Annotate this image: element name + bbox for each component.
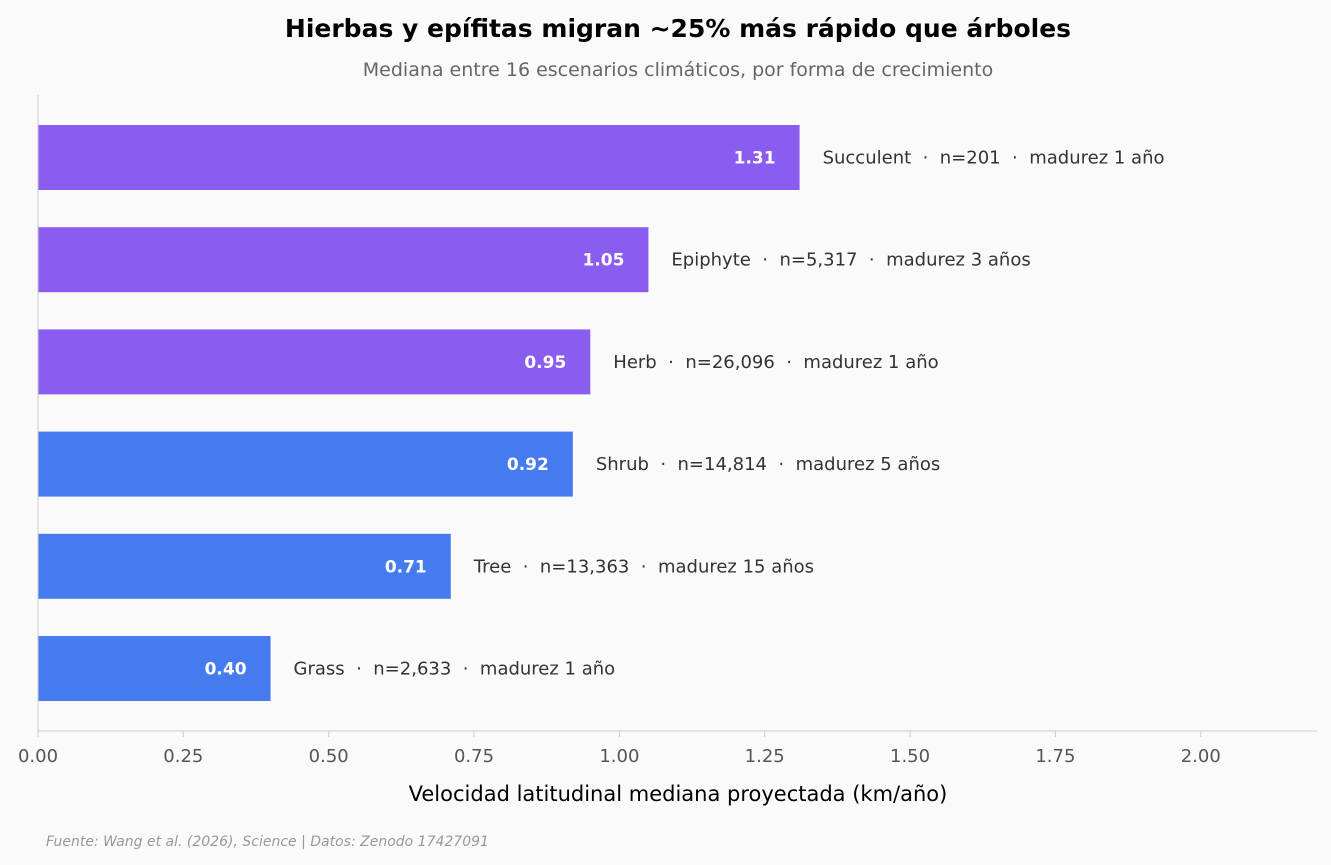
x-tick-label: 1.25 bbox=[745, 746, 785, 767]
bar-annotation: Epiphyte · n=5,317 · madurez 3 años bbox=[671, 250, 1030, 271]
bar-value-label: 0.95 bbox=[524, 353, 566, 373]
x-ticks: 0.00 0.25 0.50 0.75 1.00 1.25 1.50 1.75 2.00 bbox=[18, 731, 1221, 767]
x-tick-label: 1.75 bbox=[1035, 746, 1075, 767]
bar-succulent bbox=[38, 125, 800, 190]
bar-annotation: Tree · n=13,363 · madurez 15 años bbox=[473, 556, 814, 577]
x-tick-label: 2.00 bbox=[1181, 746, 1221, 767]
bar-value-label: 0.92 bbox=[507, 455, 549, 475]
x-tick-label: 0.50 bbox=[309, 746, 349, 767]
bar-value-label: 0.71 bbox=[385, 557, 427, 577]
x-axis-label: Velocidad latitudinal mediana proyectada… bbox=[409, 782, 948, 806]
bar-value-label: 1.31 bbox=[734, 149, 776, 169]
x-tick-label: 0.75 bbox=[454, 746, 494, 767]
bar-value-label: 1.05 bbox=[582, 251, 624, 271]
bar-grass bbox=[38, 636, 271, 701]
x-tick-label: 1.50 bbox=[890, 746, 930, 767]
bar-epiphyte bbox=[38, 227, 649, 293]
x-tick-label: 0.25 bbox=[163, 746, 203, 767]
bar-group: 1.31 Succulent · n=201 · madurez 1 año 1.0… bbox=[38, 125, 1165, 701]
source-note: Fuente: Wang et al. (2026), Science | Da… bbox=[46, 834, 489, 850]
axes bbox=[37, 95, 1317, 732]
x-tick-label: 1.00 bbox=[599, 746, 639, 767]
bar-tree bbox=[38, 533, 451, 599]
bar-annotation: Shrub · n=14,814 · madurez 5 años bbox=[596, 454, 940, 475]
chart-title: Hierbas y epífitas migran ~25% más rápid… bbox=[285, 14, 1071, 43]
bar-annotation: Succulent · n=201 · madurez 1 año bbox=[823, 148, 1165, 169]
bar-annotation: Herb · n=26,096 · madurez 1 año bbox=[613, 352, 938, 373]
bar-shrub bbox=[38, 431, 573, 497]
bar-herb bbox=[38, 329, 591, 395]
chart-subtitle: Mediana entre 16 escenarios climáticos, … bbox=[363, 59, 993, 81]
bar-value-label: 0.40 bbox=[205, 660, 247, 680]
bar-annotation: Grass · n=2,633 · madurez 1 año bbox=[294, 659, 616, 680]
x-tick-label: 0.00 bbox=[18, 746, 58, 767]
